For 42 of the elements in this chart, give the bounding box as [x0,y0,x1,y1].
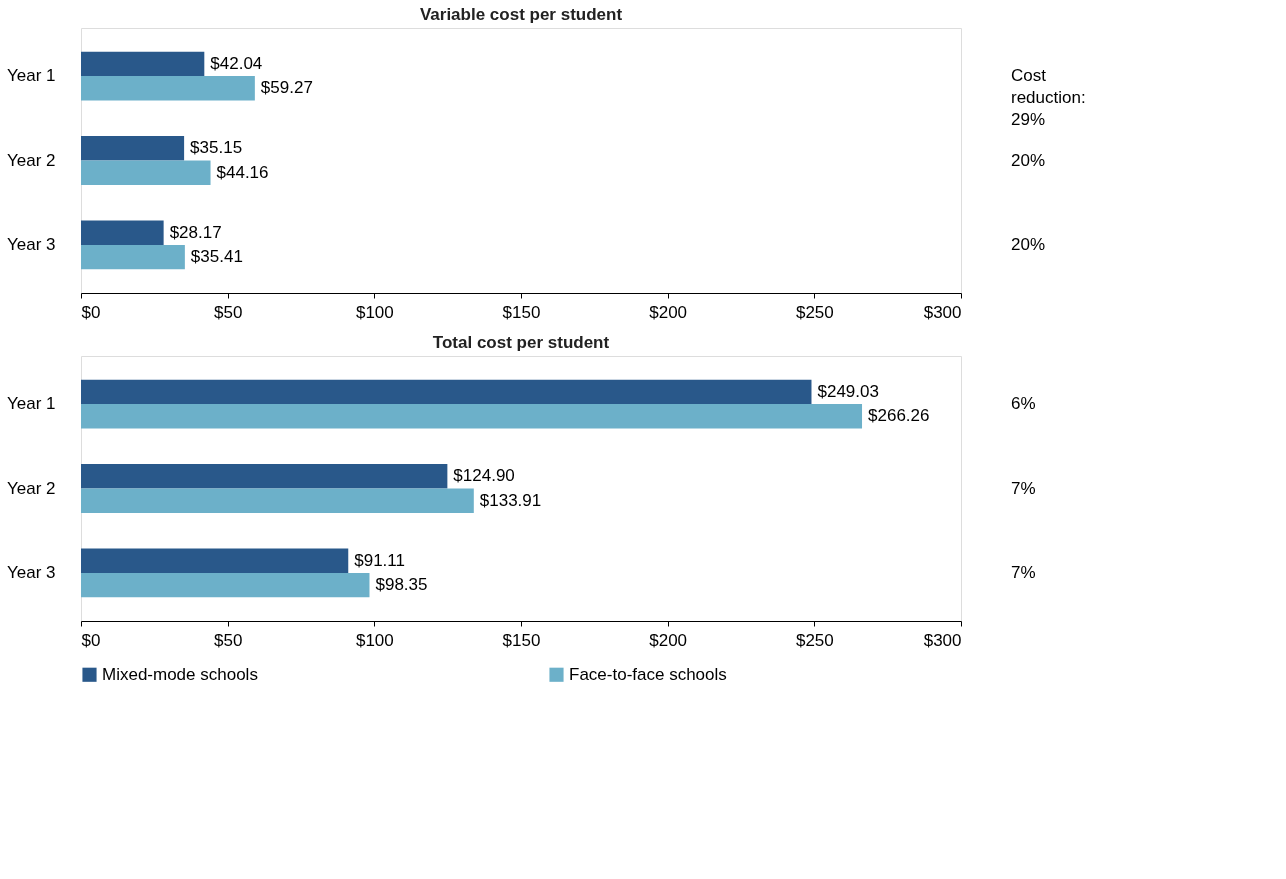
data-label: $91.11 [354,550,405,570]
text: 7% [1011,562,1036,582]
data-label: $59.27 [260,78,313,98]
x-tick-label: $0 [81,630,101,650]
x-tick-label: $100 [355,630,394,650]
data-label: $124.90 [453,466,515,486]
text: 20% [1011,150,1046,170]
legend-label: Mixed-mode schools [102,664,258,684]
y-tick-label: Year 1 [6,394,56,414]
text: Cost reduction: 29% [1011,66,1086,130]
data-label: $249.03 [817,381,879,401]
chart-title: Variable cost per student [419,5,623,24]
y-tick-label: Year 2 [6,150,56,170]
text: 20% [1011,234,1046,254]
legend-label: Face-to-face schools [569,664,727,684]
x-tick-label: $150 [502,302,541,322]
y-tick-label: Year 3 [6,562,56,582]
x-tick-label: $150 [502,630,541,650]
data-label: $42.04 [210,53,263,73]
data-label: $266.26 [868,406,930,426]
x-tick-label: $300 [923,302,962,322]
x-tick-label: $0 [81,302,101,322]
chart-title: Total cost per student [432,333,610,352]
x-tick-label: $50 [213,630,243,650]
y-tick-label: Year 1 [6,66,56,86]
data-label: $98.35 [375,575,428,595]
data-label: $35.15 [190,138,243,158]
data-label: $28.17 [169,222,222,242]
x-tick-label: $250 [795,630,834,650]
data-label: $133.91 [479,490,542,510]
x-tick-label: $200 [649,302,688,322]
x-tick-label: $250 [795,302,834,322]
data-label: $35.41 [190,247,243,267]
x-tick-label: $300 [923,630,962,650]
x-tick-label: $200 [649,630,688,650]
text: 7% [1011,478,1036,498]
x-tick-label: $100 [355,302,394,322]
text: 6% [1011,394,1036,414]
y-tick-label: Year 2 [6,478,56,498]
y-tick-label: Year 3 [6,234,56,254]
x-tick-label: $50 [213,302,243,322]
data-label: $44.16 [216,162,269,182]
